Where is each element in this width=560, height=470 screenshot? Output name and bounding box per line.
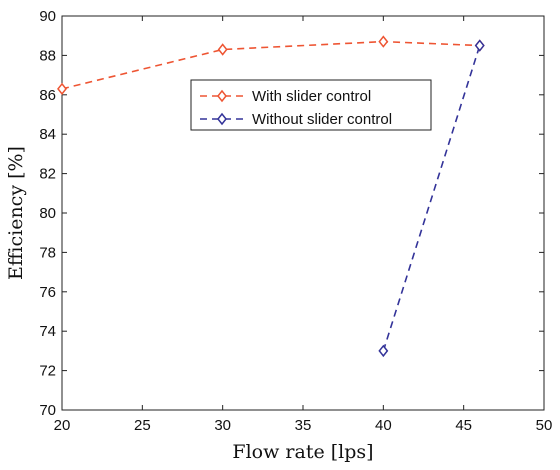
y-tick-label: 76 [39,284,56,301]
x-tick-label: 50 [536,417,553,434]
legend-marker-2 [217,112,227,126]
series-line-2 [382,45,481,352]
x-tick-label: 30 [214,417,231,434]
y-tick-label: 80 [39,205,56,222]
y-tick-label: 88 [39,47,56,64]
y-tick-label: 90 [39,8,56,25]
legend-label-1: With slider control [252,88,371,105]
x-tick-label: 25 [134,417,151,434]
y-tick-label: 70 [39,402,56,419]
x-tick-label: 35 [295,417,312,434]
series-2-point [378,344,389,358]
legend-box [190,79,432,131]
series-1-point [57,82,67,96]
plot-area [61,15,545,411]
y-tick-label: 78 [39,244,56,261]
y-tick-label: 72 [39,363,56,380]
x-tick-label: 40 [375,417,392,434]
x-axis-ticks: 20 25 30 35 40 45 50 [54,16,553,434]
x-tick-label: 20 [54,417,71,434]
series-layer [57,35,485,358]
x-tick-label: 45 [455,417,472,434]
series-2-point [474,39,485,52]
y-tick-label: 86 [39,87,56,104]
legend-label-2: Without slider control [252,111,392,128]
series-1-point [378,35,389,48]
y-axis-label: Efficiency [%] [5,146,27,280]
y-tick-label: 82 [39,166,56,183]
series-1-point [217,43,228,56]
legend-marker-1 [217,89,227,103]
y-tick-label: 84 [39,126,56,143]
x-axis-label: Flow rate [lps] [232,441,373,463]
legend: With slider control Without slider contro… [190,79,432,131]
y-axis-ticks: 70 72 74 76 78 80 82 84 86 88 90 [39,8,544,419]
series-line-1 [61,40,480,90]
y-tick-label: 74 [39,323,56,340]
